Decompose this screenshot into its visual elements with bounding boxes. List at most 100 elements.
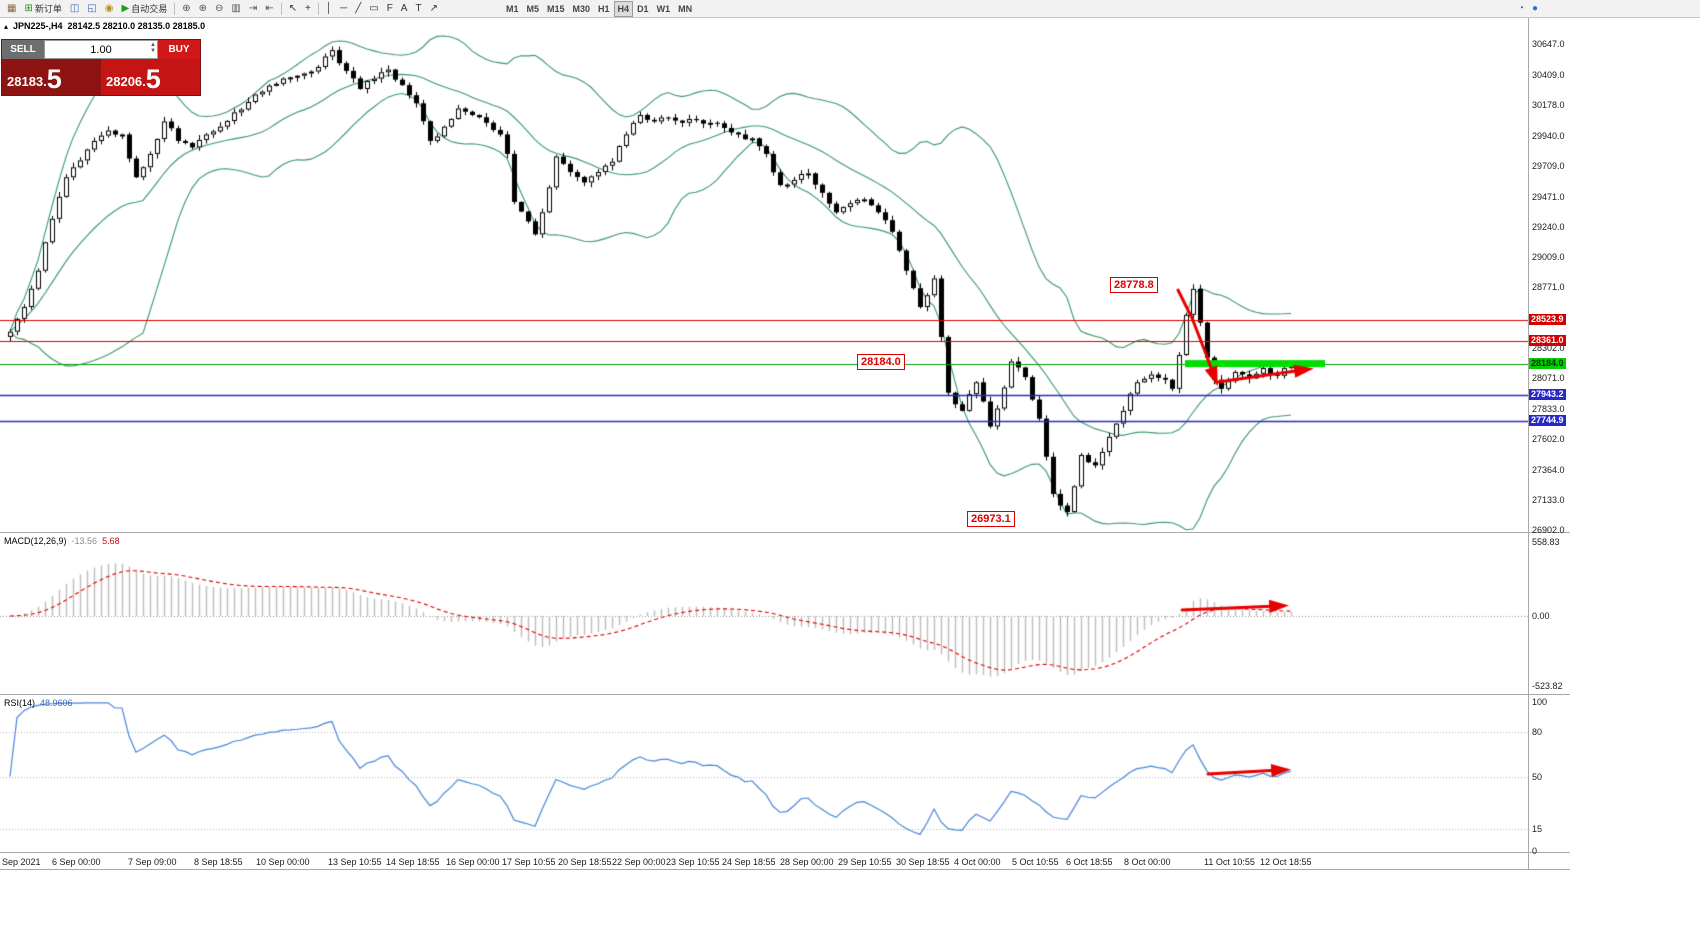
timeframe-mn[interactable]: MN: [678, 3, 693, 14]
label-icon[interactable]: T: [411, 1, 425, 17]
cursor-icon[interactable]: ↖: [285, 1, 301, 17]
timeframe-h1[interactable]: H1: [598, 3, 610, 14]
chart-window: ▴ JPN225-,H4 28142.5 28210.0 28135.0 281…: [0, 18, 1700, 941]
arrows-tool-icon[interactable]: ↗: [426, 1, 442, 17]
buy-button[interactable]: BUY: [158, 40, 200, 59]
connection-status-icon[interactable]: ●: [1532, 3, 1539, 14]
timeframe-h4[interactable]: H4: [613, 0, 634, 17]
fibonacci-icon[interactable]: F: [383, 1, 397, 17]
time-axis-label: 23 Sep 10:55: [666, 857, 720, 867]
sell-button[interactable]: SELL: [2, 40, 44, 59]
trendline-icon[interactable]: ╱: [351, 1, 365, 17]
tile-windows-icon[interactable]: ▥: [227, 1, 244, 17]
time-axis-label: 8 Oct 00:00: [1124, 857, 1171, 867]
chart-shift-icon[interactable]: ⇤: [261, 1, 277, 17]
price-axis-label: 27133.0: [1532, 495, 1565, 505]
price-axis-label: 27602.0: [1532, 434, 1565, 445]
price-annotation[interactable]: 26973.1: [967, 511, 1015, 527]
navigator-icon-glyph: ◉: [104, 2, 114, 14]
volume-input[interactable]: [61, 43, 141, 56]
window-bottom-border: [0, 869, 1570, 870]
channel-icon-glyph: ▭: [369, 2, 379, 14]
rsi-axis-label: 50: [1532, 771, 1543, 782]
time-axis[interactable]: Sep 2021 6 Sep 00:00 7 Sep 09:00 8 Sep 18:5…: [0, 854, 1528, 870]
panel-separator-rsi[interactable]: [0, 694, 1570, 695]
timeframe-d1[interactable]: D1: [637, 3, 649, 14]
volume-up-icon[interactable]: ▲: [150, 42, 156, 48]
timeframe-m30[interactable]: M30: [572, 3, 591, 14]
panel-separator-macd[interactable]: [0, 532, 1570, 533]
price-level-badge[interactable]: 28361.0: [1529, 334, 1566, 346]
time-axis-label: 6 Oct 18:55: [1066, 857, 1113, 867]
rsi-axis-label: 0: [1532, 846, 1538, 856]
new-chart-icon[interactable]: ▦: [3, 1, 20, 17]
time-axis-label: 20 Sep 18:55: [558, 857, 612, 867]
zoom-in-icon[interactable]: ⊕: [195, 1, 211, 17]
auto-scroll-icon[interactable]: ⇥: [245, 1, 261, 17]
macd-label: MACD(12,26,9) -13.56 5.68: [4, 536, 120, 546]
rsi-axis-label: 80: [1532, 726, 1543, 737]
rsi-panel-canvas[interactable]: [0, 695, 1528, 853]
time-axis-label: 6 Sep 00:00: [52, 857, 101, 867]
indicators-icon-glyph: ⊕: [182, 2, 191, 14]
toolbar-separator: [174, 2, 176, 15]
zoom-out-icon[interactable]: ⊖: [211, 1, 227, 17]
rsi-label: RSI(14) 48.9606: [4, 698, 73, 708]
indicators-icon[interactable]: ⊕: [178, 1, 194, 17]
rsi-axis-label: 15: [1532, 823, 1543, 834]
time-axis-label: 22 Sep 00:00: [612, 857, 666, 867]
time-axis-label: 12 Oct 18:55: [1260, 857, 1312, 867]
timeframe-m1[interactable]: M1: [505, 3, 519, 14]
price-level-badge[interactable]: 28523.9: [1529, 313, 1566, 325]
clock-icon[interactable]: ◔: [1518, 3, 1525, 14]
arrows-tool-icon-glyph: ↗: [429, 2, 438, 14]
horizontal-line-icon[interactable]: ─: [336, 1, 351, 17]
time-axis-label: 28 Sep 00:00: [780, 857, 834, 867]
label-icon-glyph: T: [415, 2, 422, 14]
toolbar-right-icons: ◔ ●: [1514, 1, 1542, 17]
market-watch-icon[interactable]: ◫: [66, 1, 83, 17]
time-axis-label: 7 Sep 09:00: [128, 857, 177, 867]
volume-down-icon[interactable]: ▼: [150, 48, 156, 54]
chart-ohlc-label: ▴ JPN225-,H4 28142.5 28210.0 28135.0 281…: [4, 21, 205, 31]
time-axis-label: 13 Sep 10:55: [328, 857, 382, 867]
time-axis-label: 8 Sep 18:55: [194, 857, 243, 867]
text-icon[interactable]: A: [397, 1, 412, 17]
price-axis-label: 29940.0: [1532, 130, 1565, 141]
rsi-axis-label: 100: [1532, 697, 1548, 707]
price-chart-canvas[interactable]: [0, 18, 1528, 533]
time-axis-label: 14 Sep 18:55: [386, 857, 440, 867]
time-axis-label: 30 Sep 18:55: [896, 857, 950, 867]
price-level-badge[interactable]: 28184.0: [1529, 357, 1566, 369]
price-axis-label: 29471.0: [1532, 191, 1565, 202]
macd-panel-canvas[interactable]: [0, 533, 1528, 695]
price-annotation[interactable]: 28184.0: [857, 354, 905, 370]
new-order-button[interactable]: ⊞ 新订单: [24, 2, 62, 14]
timeframe-w1[interactable]: W1: [656, 3, 671, 14]
price-level-badge[interactable]: 27744.9: [1529, 414, 1566, 426]
price-level-badge[interactable]: 27943.2: [1529, 388, 1566, 400]
volume-spinner[interactable]: ▲ ▼: [44, 40, 158, 59]
price-annotation[interactable]: 28778.8: [1110, 277, 1158, 293]
time-axis-label: 29 Sep 10:55: [838, 857, 892, 867]
timeframe-m5[interactable]: M5: [526, 3, 539, 14]
price-axis-label: 26902.0: [1532, 524, 1565, 535]
price-axis-border: [1528, 18, 1529, 869]
crosshair-icon[interactable]: +: [301, 1, 315, 17]
new-order-button-glyph: ⊞: [24, 2, 33, 14]
auto-scroll-icon-glyph: ⇥: [248, 2, 258, 14]
fibonacci-icon-glyph: F: [386, 2, 393, 14]
data-window-icon-glyph: ◱: [87, 2, 97, 14]
time-axis-label: 4 Oct 00:00: [954, 857, 1001, 867]
trendline-icon-glyph: ╱: [355, 2, 362, 14]
toolbar: ▦ ⊞ 新订单 ◫ ◱ ◉ ▶ 自动交易 ⊕ ⊕ ⊖ ▥ ⇥ ⇤ ↖ + │ ─ ╱ ▭ F A T ↗ M1 M5 M15 M30 H…: [0, 0, 1700, 18]
price-axis-label: 27833.0: [1532, 404, 1565, 415]
data-window-icon[interactable]: ◱: [83, 1, 100, 17]
navigator-icon[interactable]: ◉: [101, 1, 118, 17]
timeframe-m15[interactable]: M15: [547, 3, 565, 14]
channel-icon[interactable]: ▭: [365, 1, 382, 17]
toolbar-separator: [317, 2, 319, 15]
vertical-line-icon[interactable]: │: [322, 1, 336, 17]
autotrading-button[interactable]: ▶ 自动交易: [121, 2, 168, 14]
price-axis-label: 30409.0: [1532, 69, 1565, 80]
